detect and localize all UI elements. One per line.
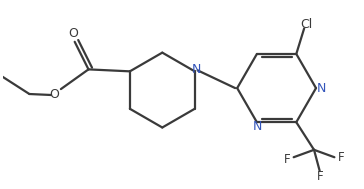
Text: N: N	[253, 120, 262, 133]
Text: N: N	[192, 63, 201, 76]
Text: F: F	[284, 153, 290, 166]
Text: O: O	[49, 88, 59, 101]
Text: O: O	[68, 27, 78, 40]
Text: F: F	[317, 170, 324, 183]
Text: F: F	[338, 151, 345, 164]
Text: Cl: Cl	[300, 18, 312, 31]
Text: N: N	[317, 82, 327, 95]
